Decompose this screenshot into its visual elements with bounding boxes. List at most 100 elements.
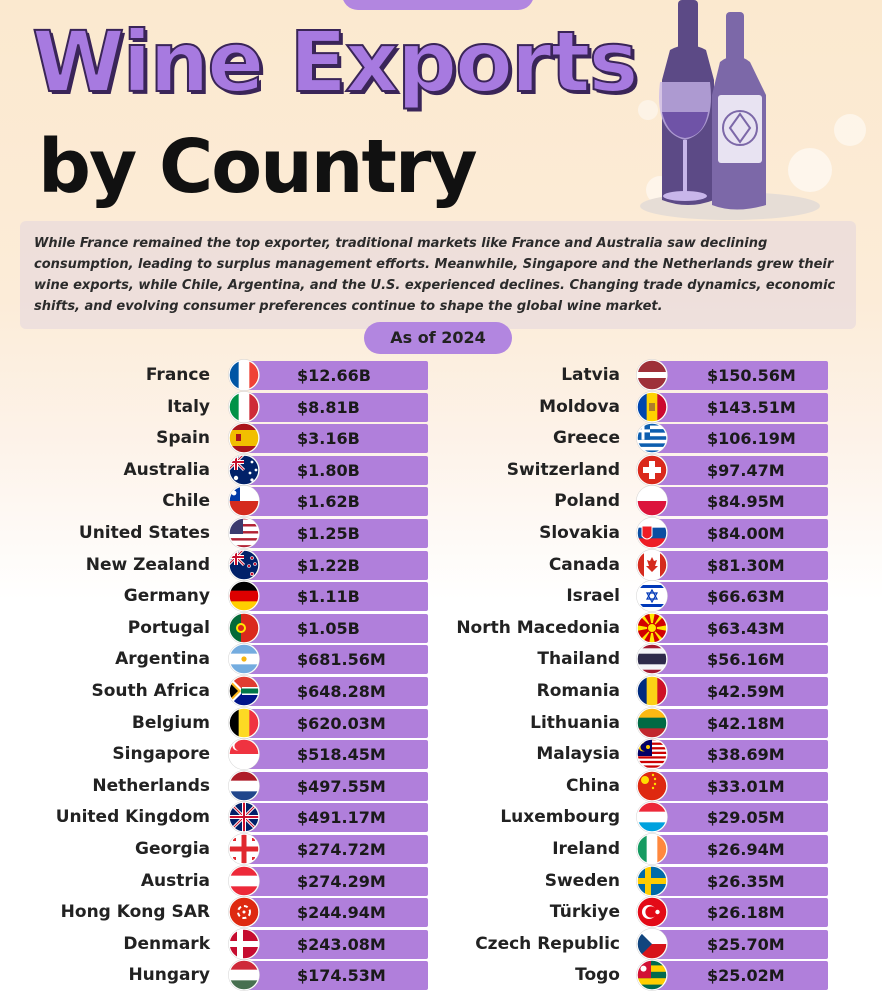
export-value-bar: $42.59M [652, 676, 828, 706]
table-row: France $12.66B [0, 359, 440, 392]
export-value-bar: $150.56M [652, 361, 828, 390]
export-value-bar: $1.22B [242, 550, 428, 580]
export-value-bar: $518.45M [242, 740, 428, 770]
export-value-bar: $66.63M [652, 582, 828, 612]
export-value-bar: $1.25B [242, 518, 428, 548]
table-row: Lithuania $42.18M [440, 706, 882, 740]
country-name: Slovakia [539, 522, 620, 543]
title-line-1: Wine Exports [31, 13, 639, 111]
table-row: Portugal $1.05B [0, 611, 440, 645]
export-value-bar: $648.28M [242, 676, 428, 706]
germany-flag-icon [228, 580, 260, 613]
table-row: Moldova $143.51M [440, 390, 882, 424]
country-name: Austria [140, 870, 210, 891]
export-value-bar: $26.94M [652, 834, 828, 864]
turkiye-flag-icon [636, 896, 668, 928]
belgium-flag-icon [228, 706, 260, 739]
export-value-bar: $26.18M [652, 898, 828, 928]
export-value-bar: $25.02M [652, 961, 828, 991]
export-value-bar: $681.56M [242, 645, 428, 675]
right-column: Latvia $150.56M Moldova $143.51M Greece $10… [440, 359, 882, 992]
country-name: France [145, 365, 210, 385]
export-value-bar: $243.08M [242, 929, 428, 959]
title-line-2: by Country [38, 124, 478, 210]
country-name: Switzerland [506, 459, 620, 480]
country-name: Singapore [112, 744, 210, 765]
table-row: Luxembourg $29.05M [440, 801, 882, 834]
thailand-flag-icon [636, 643, 668, 676]
country-name: United States [78, 522, 210, 543]
new-zealand-flag-icon [228, 548, 260, 581]
table-row: Hungary $174.53M [0, 959, 440, 992]
china-flag-icon [636, 769, 668, 802]
export-value-bar: $497.55M [242, 771, 428, 801]
table-row: Israel $66.63M [440, 580, 882, 613]
country-name: Luxembourg [500, 807, 620, 828]
australia-flag-icon [228, 453, 260, 486]
export-value-bar: $244.94M [242, 898, 428, 928]
table-row: Singapore $518.45M [0, 738, 440, 771]
export-value-bar: $1.62B [242, 487, 428, 517]
country-name: Belgium [131, 712, 210, 733]
table-row: United Kingdom $491.17M [0, 801, 440, 834]
romania-flag-icon [636, 675, 668, 707]
slovakia-flag-icon [636, 517, 668, 549]
canada-flag-icon [636, 548, 668, 581]
description-box: While France remained the top exporter, … [20, 221, 856, 329]
table-row: Switzerland $97.47M [440, 453, 882, 487]
moldova-flag-icon [636, 390, 668, 423]
country-name: South Africa [91, 680, 211, 701]
export-value-bar: $12.66B [242, 361, 428, 390]
ireland-flag-icon [636, 833, 668, 865]
table-row: Greece $106.19M [440, 422, 882, 455]
table-row: Netherlands $497.55M [0, 769, 440, 803]
country-name: Portugal [127, 617, 210, 638]
country-name: Latvia [561, 365, 620, 385]
hungary-flag-icon [228, 959, 260, 992]
country-name: United Kingdom [55, 807, 210, 828]
table-row: Australia $1.80B [0, 453, 440, 487]
export-value-bar: $274.72M [242, 834, 428, 864]
export-value-bar: $81.30M [652, 550, 828, 580]
table-row: Sweden $26.35M [440, 864, 882, 898]
table-row: Czech Republic $25.70M [440, 927, 882, 961]
country-name: Thailand [537, 649, 620, 670]
chile-flag-icon [228, 485, 260, 518]
table-row: Ireland $26.94M [440, 833, 882, 866]
czech-republic-flag-icon [636, 927, 668, 960]
export-value-bar: $63.43M [652, 613, 828, 643]
export-value-bar: $33.01M [652, 771, 828, 801]
togo-flag-icon [636, 959, 668, 992]
country-name: Denmark [123, 933, 210, 954]
hong-kong-flag-icon [228, 896, 260, 928]
country-name: Greece [552, 428, 620, 449]
table-row: Argentina $681.56M [0, 643, 440, 676]
table-row: Austria $274.29M [0, 864, 440, 898]
country-name: Argentina [115, 649, 210, 670]
country-name: Ireland [552, 838, 620, 859]
export-value-bar: $29.05M [652, 803, 828, 833]
wine-bottles-illustration [638, 0, 866, 220]
table-row: United States $1.25B [0, 517, 440, 550]
latvia-flag-icon [636, 359, 668, 391]
italy-flag-icon [228, 390, 260, 423]
export-value-bar: $42.18M [652, 708, 828, 738]
export-value-bar: $3.16B [242, 424, 428, 454]
table-row: Italy $8.81B [0, 390, 440, 424]
export-value-bar: $1.11B [242, 582, 428, 612]
export-value-bar: $84.95M [652, 487, 828, 517]
export-value-bar: $56.16M [652, 645, 828, 675]
country-name: Poland [554, 491, 620, 512]
country-name: China [566, 775, 620, 796]
export-value-bar: $25.70M [652, 929, 828, 959]
lithuania-flag-icon [636, 706, 668, 739]
poland-flag-icon [636, 485, 668, 518]
malaysia-flag-icon [636, 738, 668, 771]
united-kingdom-flag-icon [228, 801, 260, 834]
export-value-bar: $620.03M [242, 708, 428, 738]
georgia-flag-icon [228, 833, 260, 865]
austria-flag-icon [228, 864, 260, 897]
export-value-bar: $1.80B [242, 455, 428, 485]
table-row: Belgium $620.03M [0, 706, 440, 740]
north-macedonia-flag-icon [636, 611, 668, 644]
